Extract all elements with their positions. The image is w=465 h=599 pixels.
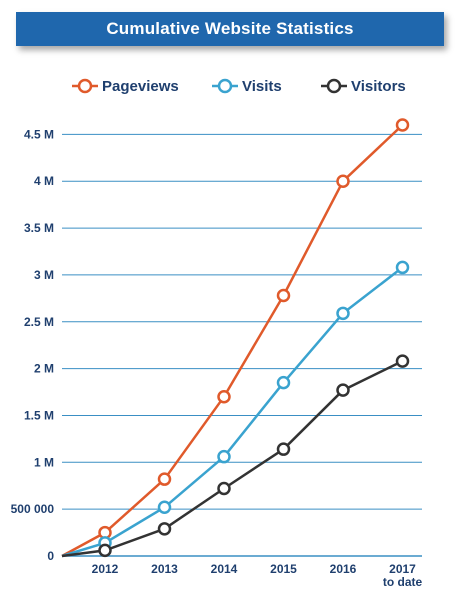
y-tick-label: 500 000 xyxy=(11,502,55,516)
y-tick-label: 2.5 M xyxy=(24,315,54,329)
legend-label: Visits xyxy=(242,78,282,95)
data-point-visitors xyxy=(157,522,172,536)
x-tick-label: 2015 xyxy=(270,562,297,576)
x-tick-label: 2012 xyxy=(92,562,119,576)
data-point-visitors xyxy=(276,442,291,456)
legend-label: Visitors xyxy=(351,78,406,95)
data-point-pageviews xyxy=(157,472,172,486)
series-line-pageviews xyxy=(61,124,404,558)
y-tick-label: 1.5 M xyxy=(24,408,54,422)
y-tick-label: 0 xyxy=(47,549,54,563)
y-tick-label: 1 M xyxy=(34,455,54,469)
data-point-visits xyxy=(395,260,410,275)
data-point-visitors xyxy=(336,383,350,397)
series-markers xyxy=(98,118,410,558)
data-point-pageviews xyxy=(395,118,410,132)
y-tick-label: 4.5 M xyxy=(24,127,54,141)
data-point-pageviews xyxy=(217,389,231,404)
legend-label: Pageviews xyxy=(102,78,179,95)
y-tick-label: 2 M xyxy=(34,362,54,376)
series-lines xyxy=(61,124,404,558)
x-tick-label: 2014 xyxy=(211,562,238,576)
data-point-visits xyxy=(336,306,350,321)
x-tick-label: 2017 xyxy=(389,562,416,576)
grid-lines xyxy=(62,133,422,557)
data-point-visitors xyxy=(395,354,410,368)
x-tick-sublabel: to date xyxy=(383,575,423,589)
y-tick-label: 3.5 M xyxy=(24,221,54,235)
data-point-visitors xyxy=(98,543,112,558)
legend: Pageviews Visits Visitors xyxy=(72,78,406,95)
legend-marker xyxy=(326,78,342,94)
data-point-pageviews xyxy=(336,174,350,188)
data-point-visits xyxy=(217,449,231,464)
data-point-visitors xyxy=(217,481,231,496)
y-tick-labels: 0 500 000 1 M 1.5 M 2 M 2.5 M 3 M 3.5 M 4 M 4.5 M xyxy=(11,127,55,563)
legend-marker xyxy=(217,78,233,94)
legend-marker xyxy=(77,78,93,94)
data-point-visits xyxy=(276,375,291,390)
chart-title: Cumulative Website Statistics xyxy=(16,12,444,46)
data-point-visits xyxy=(157,500,172,515)
series-line-visits xyxy=(61,266,404,558)
x-tick-label: 2016 xyxy=(330,562,357,576)
x-tick-label: 2013 xyxy=(151,562,178,576)
data-point-pageviews xyxy=(276,288,291,303)
y-tick-label: 4 M xyxy=(34,174,54,188)
y-tick-label: 3 M xyxy=(34,268,54,282)
